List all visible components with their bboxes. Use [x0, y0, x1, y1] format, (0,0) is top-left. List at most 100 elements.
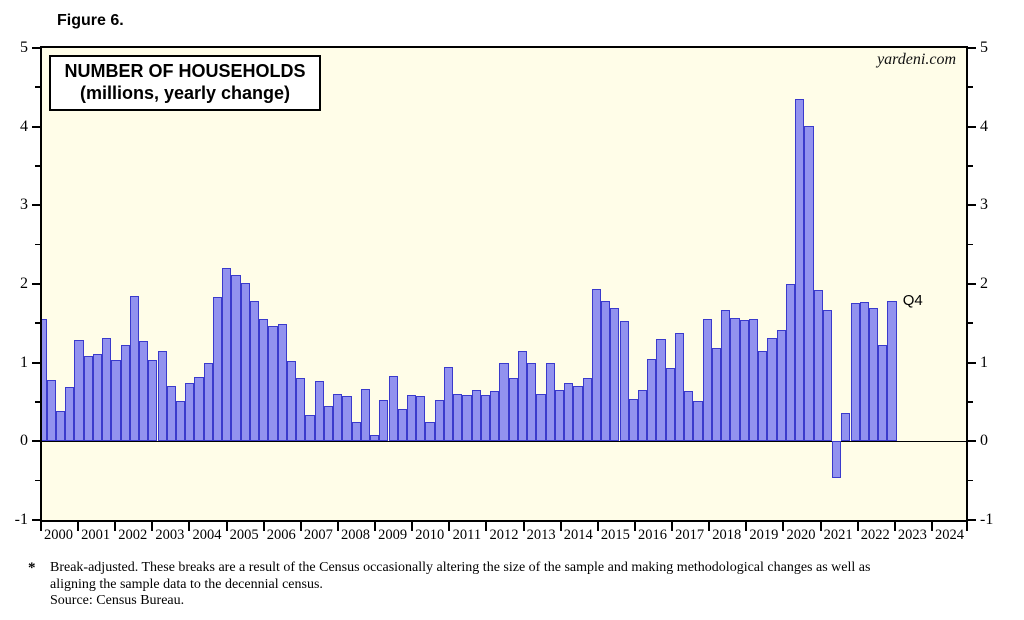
bar-2022Q3 — [878, 345, 888, 442]
bar-2004Q2 — [203, 363, 213, 442]
y-axis-tick-left — [32, 204, 40, 207]
bar-2014Q3 — [582, 377, 592, 442]
bar-2010Q4 — [443, 367, 454, 442]
bar-2008Q3 — [360, 388, 370, 442]
x-axis-year-label: 2008 — [341, 527, 371, 543]
bar-2014Q1 — [564, 383, 574, 442]
x-axis-tick — [114, 522, 117, 531]
footnote-source: Source: Census Bureau. — [50, 593, 185, 608]
bar-2000Q1 — [46, 379, 56, 442]
x-axis-year-label: 2012 — [489, 527, 519, 543]
bar-2003Q1 — [157, 350, 167, 442]
y-axis-label-left: 4 — [20, 117, 28, 135]
x-axis-tick — [930, 522, 933, 531]
y-axis-label-right: 2 — [980, 275, 988, 292]
y-axis-minor-tick-right — [968, 479, 973, 482]
y-axis-tick-right — [968, 519, 976, 521]
bar-2012Q1 — [490, 390, 500, 442]
x-axis-year-label: 2018 — [712, 527, 742, 543]
y-axis-label-right: 3 — [980, 196, 988, 214]
bar-2002Q2 — [129, 295, 139, 442]
y-axis-minor-tick-right — [968, 165, 973, 167]
bar-2013Q2 — [536, 394, 546, 442]
x-axis-year-label: 2005 — [229, 527, 259, 543]
bar-2014Q2 — [573, 386, 583, 442]
x-axis-year-label: 2016 — [637, 527, 667, 543]
bar-2001Q1 — [83, 356, 93, 442]
y-axis-minor-tick-left — [35, 243, 40, 246]
y-axis-tick-right — [968, 283, 976, 285]
bar-2019Q4 — [776, 329, 786, 442]
x-axis-year-label: 2019 — [749, 527, 779, 543]
bar-2006Q2 — [277, 324, 287, 442]
bar-2002Q4 — [148, 359, 158, 442]
y-axis-label-left: 3 — [20, 196, 28, 214]
x-axis-tick — [966, 522, 968, 531]
x-axis-tick — [77, 522, 80, 531]
x-axis-tick — [225, 522, 228, 531]
x-axis-year-label: 2015 — [600, 527, 630, 543]
x-axis-year-label: 2014 — [563, 527, 593, 543]
bar-2008Q4 — [370, 435, 380, 442]
x-axis-tick — [559, 522, 562, 531]
footnote-line-1: Break-adjusted. These breaks are a resul… — [50, 560, 871, 575]
y-axis-minor-tick-right — [968, 86, 973, 88]
y-axis-tick-right — [968, 204, 976, 207]
bar-2020Q1 — [785, 284, 796, 442]
x-axis-tick — [745, 522, 748, 531]
bars-layer — [42, 48, 966, 520]
bar-2007Q2 — [314, 380, 324, 442]
x-axis-tick — [708, 522, 711, 531]
bar-2012Q4 — [517, 350, 528, 442]
bar-2017Q4 — [702, 318, 712, 442]
bar-2017Q3 — [693, 401, 703, 442]
watermark-yardeni: yardeni.com — [877, 51, 956, 68]
y-axis-label-right: 4 — [980, 117, 988, 135]
bar-2011Q1 — [453, 394, 463, 442]
bar-2010Q2 — [425, 422, 435, 442]
x-axis-tick — [485, 522, 488, 531]
y-axis-tick-left — [32, 519, 40, 521]
bar-2015Q1 — [601, 301, 611, 442]
x-axis-tick — [893, 522, 896, 531]
y-axis-tick-right — [968, 47, 976, 49]
x-axis-year-label: 2004 — [192, 527, 222, 543]
bar-2014Q4 — [591, 288, 601, 442]
bar-2003Q4 — [185, 383, 195, 442]
x-axis-tick — [374, 522, 377, 531]
x-axis-tick — [299, 522, 302, 531]
bar-2008Q2 — [351, 422, 361, 442]
bar-2004Q4 — [222, 268, 232, 442]
y-axis-minor-tick-right — [968, 322, 973, 324]
figure-number-label: Figure 6. — [57, 12, 124, 29]
y-axis-minor-tick-right — [968, 401, 973, 403]
x-axis-year-label: 2023 — [897, 527, 927, 543]
x-axis-year-label: 2020 — [786, 527, 816, 543]
bar-2001Q3 — [102, 338, 112, 442]
y-axis-label-right: 5 — [980, 39, 988, 56]
bar-2020Q4 — [813, 289, 823, 442]
y-axis-minor-tick-left — [35, 401, 40, 403]
y-axis-label-right: 1 — [980, 353, 988, 371]
x-axis-year-label: 2001 — [81, 527, 111, 543]
bar-2006Q4 — [296, 378, 306, 442]
y-axis-minor-tick-left — [35, 479, 40, 482]
bar-2012Q2 — [499, 362, 509, 442]
bar-2009Q4 — [406, 394, 417, 442]
bar-2013Q4 — [554, 390, 565, 442]
footnote-text: Break-adjusted. These breaks are a resul… — [50, 560, 970, 610]
bar-2022Q2 — [868, 308, 879, 442]
bar-1999Q4 — [42, 319, 47, 442]
bar-2003Q3 — [175, 401, 186, 442]
x-axis-year-label: 2002 — [118, 527, 148, 543]
last-quarter-annotation: Q4 — [902, 292, 923, 310]
x-axis-year-label: 2017 — [675, 527, 705, 543]
bar-2015Q4 — [628, 398, 638, 442]
chart-subtitle: (millions, yearly change) — [79, 83, 291, 103]
y-axis-tick-left — [32, 361, 40, 364]
bar-2006Q1 — [268, 325, 278, 442]
footnote-line-2: aligning the sample data to the decennia… — [50, 576, 323, 592]
bar-2001Q4 — [111, 360, 121, 442]
bar-2019Q1 — [748, 318, 759, 442]
bar-2017Q2 — [684, 390, 694, 442]
